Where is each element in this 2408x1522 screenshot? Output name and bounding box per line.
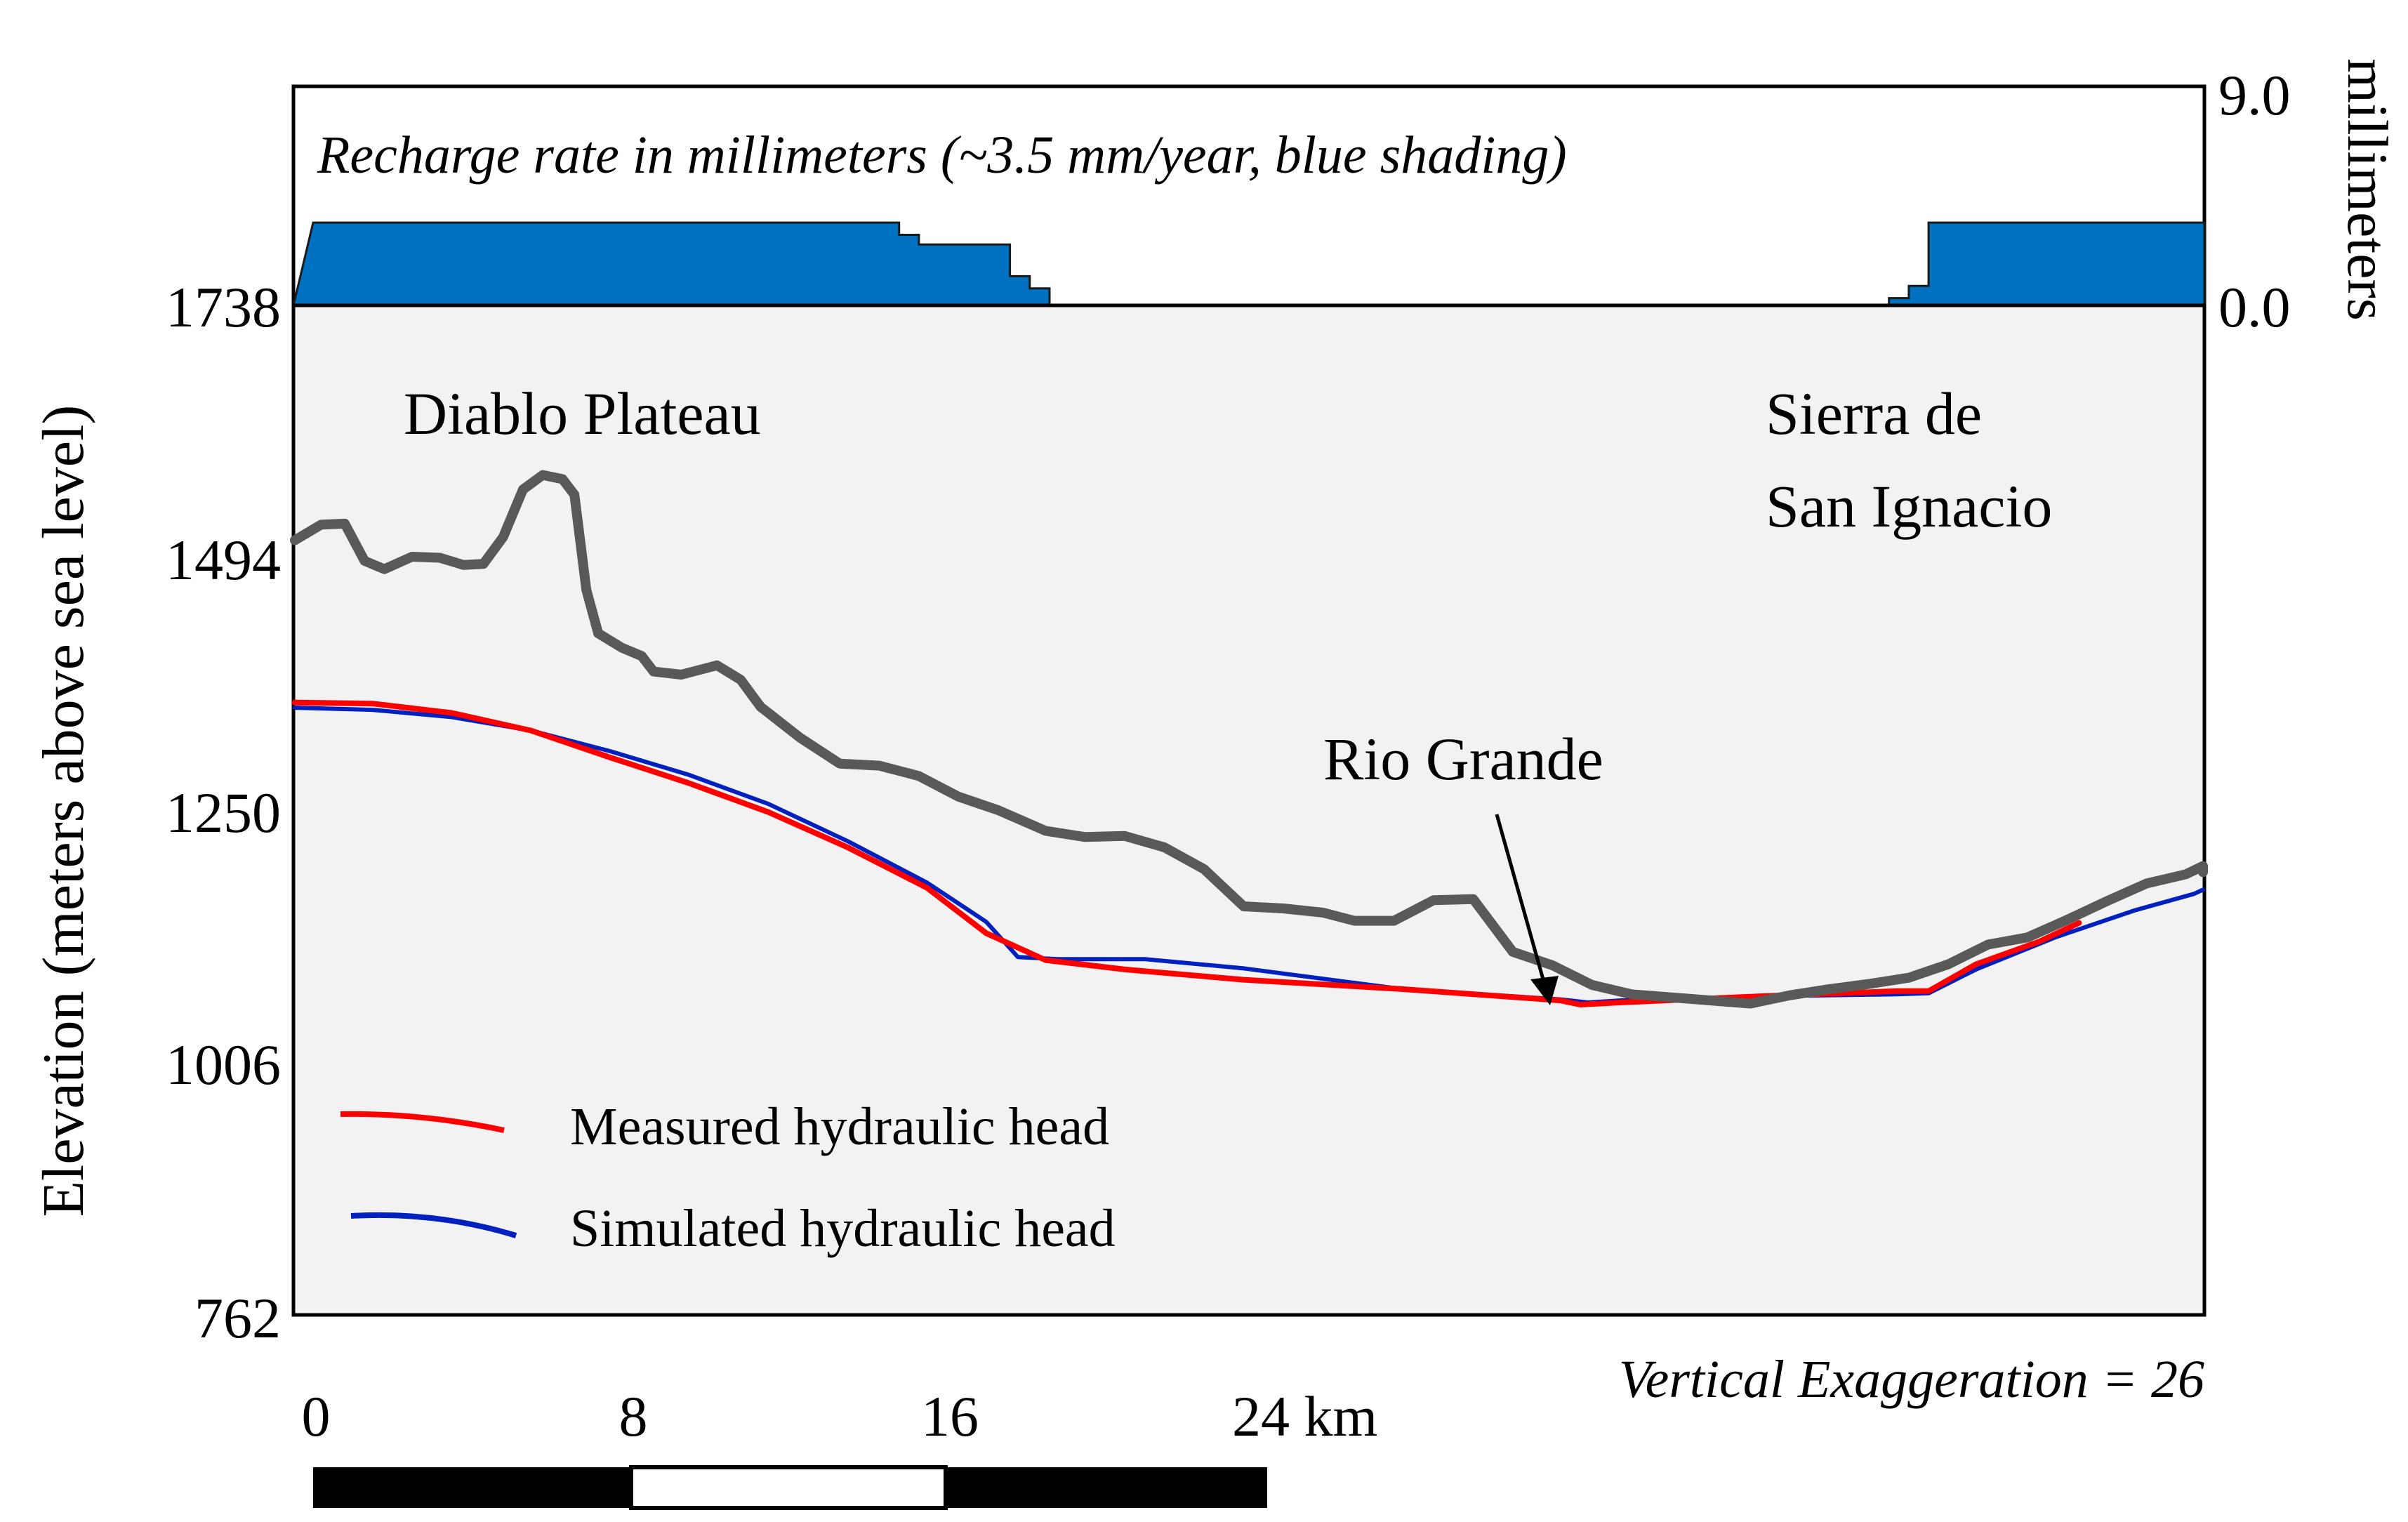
recharge-tick-zero: 0.0: [2218, 275, 2291, 339]
label-rio-grande: Rio Grande: [1323, 725, 1603, 793]
scale-bar-segment-2: [629, 1465, 948, 1510]
y-tick-762: 762: [194, 1286, 281, 1350]
legend-simulated-label: Simulated hydraulic head: [570, 1199, 1116, 1258]
y-tick-1738: 1738: [166, 275, 281, 339]
y-tick-1250: 1250: [166, 781, 281, 845]
recharge-area: [292, 221, 2206, 307]
legend-simulated-swatch: [350, 1212, 517, 1238]
legend-measured-label: Measured hydraulic head: [570, 1097, 1109, 1156]
recharge-y-label: millimeters: [2336, 58, 2400, 320]
scale-label-0: 0: [302, 1384, 331, 1448]
rio-grande-arrow-line: [1495, 814, 1547, 985]
series-measured-hydraulic-head: [292, 699, 2082, 1007]
scale-label-16: 16: [921, 1384, 979, 1448]
y-axis-label: Elevation (meters above sea level): [31, 405, 96, 1217]
y-tick-1006: 1006: [166, 1033, 281, 1097]
label-san-ignacio: San Ignacio: [1766, 472, 2052, 540]
recharge-tick-max: 9.0: [2218, 63, 2291, 127]
series-layer: [290, 470, 2208, 1009]
series-ground-surface: [290, 470, 2208, 1009]
label-sierra-de: Sierra de: [1766, 380, 1982, 447]
legend-measured-swatch: [340, 1111, 505, 1133]
scale-label-8: 8: [619, 1384, 648, 1448]
recharge-title: Recharge rate in millimeters (~3.5 mm/ye…: [317, 126, 1567, 185]
label-diablo-plateau: Diablo Plateau: [404, 380, 761, 447]
scale-bar-segment-1: [313, 1467, 631, 1508]
rio-grande-arrowhead: [1530, 976, 1559, 1005]
scale-bar-segment-3: [946, 1467, 1267, 1508]
vertical-exaggeration-note: Vertical Exaggeration = 26: [1619, 1350, 2204, 1409]
profile-panel-frame: [291, 303, 2207, 1317]
scale-label-24km: 24 km: [1232, 1384, 1377, 1448]
series-simulated-hydraulic-head: [293, 706, 2205, 1005]
y-tick-1494: 1494: [166, 528, 281, 592]
